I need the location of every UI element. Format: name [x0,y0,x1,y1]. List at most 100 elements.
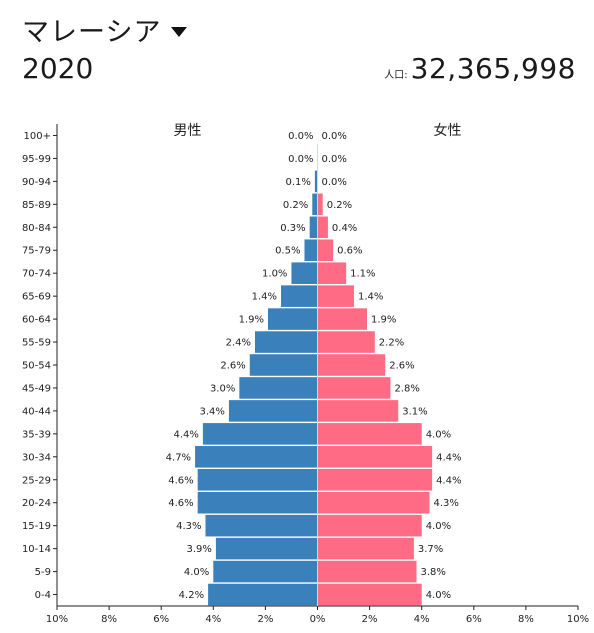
age-label-95-99: 95-99 [22,154,51,165]
female-bar-40-44 [317,400,399,422]
male-bar-35-39 [202,423,318,445]
female-value-label: 0.6% [337,246,362,257]
female-value-label: 0.0% [322,131,347,142]
female-value-label: 4.4% [436,452,461,463]
age-label-5-9: 5-9 [35,567,51,578]
female-value-label: 1.1% [350,269,375,280]
male-value-label: 0.3% [280,223,305,234]
female-value-label: 2.6% [389,361,414,372]
male-bar-50-54 [249,354,318,376]
male-value-label: 0.2% [283,200,308,211]
female-value-label: 3.1% [402,406,427,417]
female-bar-20-24 [317,491,430,514]
female-bar-35-39 [317,423,422,445]
male-value-label: 4.4% [173,429,198,440]
male-value-label: 0.1% [285,177,310,188]
x-tick-label: 2% [257,614,273,625]
female-bar-80-84 [317,216,328,239]
age-label-35-39: 35-39 [22,429,51,440]
male-bar-30-34 [195,446,318,468]
country-title: マレーシア [22,17,162,48]
population-value: 32,365,998 [410,52,576,85]
male-value-label: 3.4% [200,406,225,417]
female-value-label: 0.0% [322,177,347,188]
female-value-label: 2.2% [379,338,404,349]
male-bar-20-24 [197,491,318,514]
male-bar-40-44 [228,400,318,422]
female-bar-0-4 [317,583,422,606]
age-label-60-64: 60-64 [22,315,51,326]
male-value-label: 0.0% [288,131,313,142]
x-tick-label: 4% [205,614,221,625]
year-label: 2020 [22,52,94,85]
male-bar-55-59 [254,331,318,353]
male-value-label: 4.6% [168,498,193,509]
female-bar-15-19 [317,514,422,537]
male-value-label: 4.7% [166,452,191,463]
female-value-label: 0.0% [322,154,347,165]
male-bar-5-9 [213,560,318,583]
x-tick-label: 10% [567,614,589,625]
age-label-100+: 100+ [24,131,51,142]
dropdown-triangle-icon[interactable] [171,26,188,37]
male-bar-60-64 [268,308,318,330]
age-label-30-34: 30-34 [22,452,51,463]
x-tick-label: 2% [362,614,378,625]
female-value-label: 0.4% [332,223,357,234]
female-value-label: 4.0% [426,429,451,440]
male-bar-70-74 [291,262,318,284]
age-label-85-89: 85-89 [22,200,51,211]
female-bar-25-29 [317,468,433,491]
female-bar-75-79 [317,239,334,262]
female-value-label: 0.2% [327,200,352,211]
male-value-label: 4.6% [168,475,193,486]
female-bar-85-89 [317,193,323,216]
male-bar-80-84 [309,216,318,239]
male-bar-10-14 [215,537,318,560]
female-value-label: 2.8% [394,383,419,394]
age-label-50-54: 50-54 [22,361,51,372]
female-bar-10-14 [317,537,414,560]
male-value-label: 4.3% [176,521,201,532]
age-label-70-74: 70-74 [22,269,51,280]
female-value-label: 4.3% [434,498,459,509]
male-bar-90-94 [314,170,318,193]
female-bar-50-54 [317,354,386,376]
age-label-0-4: 0-4 [35,590,51,601]
male-value-label: 1.9% [239,315,264,326]
female-bar-65-69 [317,285,354,307]
x-tick-label: 8% [101,614,117,625]
male-value-label: 4.0% [184,567,209,578]
x-tick-label: 8% [518,614,534,625]
population-readout: 人口: 32,365,998 [384,52,576,85]
age-label-20-24: 20-24 [22,498,51,509]
age-label-25-29: 25-29 [22,475,51,486]
male-value-label: 2.4% [226,338,251,349]
male-value-label: 4.2% [179,590,204,601]
age-label-40-44: 40-44 [22,406,51,417]
female-bar-30-34 [317,446,433,468]
male-value-label: 3.9% [186,544,211,555]
female-value-label: 3.8% [420,567,445,578]
female-value-label: 3.7% [418,544,443,555]
age-label-45-49: 45-49 [22,383,51,394]
age-label-80-84: 80-84 [22,223,51,234]
female-bar-55-59 [317,331,375,353]
age-label-10-14: 10-14 [22,544,51,555]
age-label-55-59: 55-59 [22,338,51,349]
male-bar-0-4 [208,583,318,606]
male-value-label: 2.6% [220,361,245,372]
population-label: 人口: [384,70,408,81]
male-bar-25-29 [197,468,318,491]
age-label-15-19: 15-19 [22,521,51,532]
male-value-label: 1.4% [252,292,277,303]
title-row[interactable]: マレーシア [22,10,188,49]
x-tick-label: 4% [414,614,430,625]
male-bar-85-89 [312,193,318,216]
male-bar-15-19 [205,514,318,537]
male-bar-45-49 [239,377,318,399]
female-value-label: 4.0% [426,590,451,601]
male-value-label: 1.0% [262,269,287,280]
female-bar-60-64 [317,308,367,330]
